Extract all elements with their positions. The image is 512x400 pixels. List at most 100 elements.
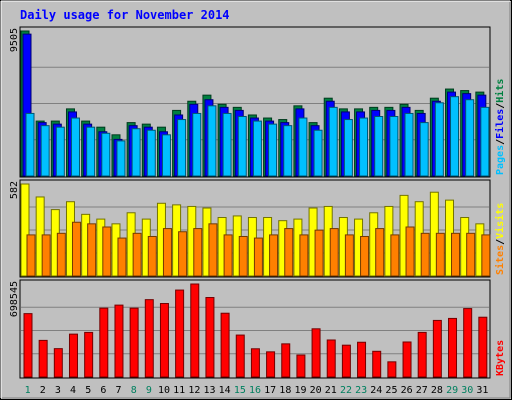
bar-sites-day-29 [451,232,461,277]
bar-sites-day-27 [420,232,430,277]
x-tick-label: 12 [188,385,200,396]
x-tick-label: 20 [310,385,322,396]
legend-item: Hits [494,79,506,103]
x-tick-label: 25 [385,385,397,396]
bar-kbytes-day-2 [38,339,48,378]
x-tick-label: 28 [431,385,443,396]
panel-visits-sites: 582 Sites/Visits [9,179,506,278]
bar-kbytes-day-31 [478,316,488,378]
bar-sites-day-17 [269,234,279,277]
bar-kbytes-day-3 [53,348,63,378]
x-tick-label: 11 [173,385,185,396]
panel-kbytes: 698545 KBytes [9,279,506,379]
bar-pages-day-12 [192,112,202,177]
bar-kbytes-day-30 [463,308,473,378]
x-tick-label: 24 [370,385,382,396]
x-tick-label: 23 [355,385,367,396]
bar-kbytes-day-25 [387,361,397,378]
x-tick-label: 27 [416,385,428,396]
bar-pages-day-19 [298,117,308,177]
x-tick-label: 3 [55,385,61,396]
bar-pages-day-4 [70,117,80,177]
bar-sites-day-25 [390,234,400,277]
x-tick-label: 30 [461,385,473,396]
x-tick-label: 16 [249,385,261,396]
bar-kbytes-day-1 [23,313,33,378]
legend-item: Files [494,109,506,139]
x-tick-label: 9 [146,385,152,396]
x-axis-labels: 1 2 3 4 5 6 7 8 9 10 11 12 13 14 15 16 17 18 19 20 21 22 23 24 2… [25,385,489,396]
bar-pages-day-13 [207,105,217,177]
bar-pages-day-20 [313,129,323,177]
x-tick-label: 10 [158,385,170,396]
legend-item: / [495,139,506,145]
bar-pages-day-25 [389,116,399,177]
bar-pages-day-11 [177,119,187,177]
bar-sites-day-10 [162,228,172,277]
bar-sites-day-12 [193,228,203,277]
bar-pages-day-2 [40,125,50,177]
bar-pages-day-10 [161,134,171,177]
bar-sites-day-14 [223,234,233,277]
bar-sites-day-11 [178,231,188,277]
x-tick-label: 13 [203,385,215,396]
bar-sites-day-20 [314,229,324,277]
bar-kbytes-day-10 [159,303,169,378]
bar-kbytes-day-5 [84,331,94,378]
x-tick-label: 19 [294,385,306,396]
panel-legend: Pages/Files/Hits [494,79,506,175]
bar-pages-day-9 [146,129,156,177]
bar-pages-day-15 [237,116,247,177]
bar-kbytes-day-21 [326,339,336,378]
bar-kbytes-day-24 [372,350,382,378]
bar-sites-day-4 [71,221,81,277]
bar-kbytes-day-12 [190,283,200,378]
bar-kbytes-day-13 [205,297,215,378]
bar-kbytes-day-19 [296,354,306,378]
chart-panels: 9505Pages/Files/Hits582Sites/Visits69854… [9,26,506,379]
bar-sites-day-28 [435,232,445,277]
bar-sites-day-23 [360,235,370,277]
bar-sites-day-18 [284,228,294,277]
bar-sites-day-24 [375,228,385,277]
bar-pages-day-27 [419,122,429,177]
panel-legend: Sites/Visits [494,203,506,275]
bar-kbytes-day-28 [432,319,442,378]
x-tick-label: 1 [25,385,31,396]
bar-pages-day-21 [328,106,338,177]
bar-kbytes-day-14 [220,312,230,378]
bar-kbytes-day-16 [250,348,260,378]
bar-kbytes-day-7 [114,304,124,378]
bar-sites-day-31 [481,234,491,277]
bar-sites-day-26 [405,226,415,277]
bar-kbytes-day-26 [402,341,412,378]
bar-sites-day-6 [102,226,112,277]
x-tick-label: 26 [401,385,413,396]
bar-sites-day-13 [208,223,218,277]
bar-pages-day-6 [101,132,111,177]
y-max-label: 698545 [9,281,20,317]
x-tick-label: 8 [131,385,137,396]
bar-kbytes-day-23 [357,341,367,378]
bar-pages-day-17 [268,123,278,177]
bar-pages-day-14 [222,112,232,177]
x-tick-label: 17 [264,385,276,396]
bar-kbytes-day-29 [448,317,458,378]
bar-sites-day-1 [26,234,36,277]
bar-pages-day-8 [131,128,141,177]
legend-item: Pages [495,145,506,175]
bar-pages-day-7 [116,140,126,177]
bar-pages-day-1 [25,112,35,177]
bar-kbytes-day-27 [417,331,427,378]
y-max-label: 9505 [9,28,20,52]
panel-legend: KBytes [495,340,506,376]
x-tick-label: 15 [234,385,246,396]
bar-pages-day-5 [86,126,96,177]
bar-sites-day-7 [117,237,127,277]
y-max-label: 582 [9,181,20,199]
legend-item: / [495,103,506,109]
bar-pages-day-30 [465,99,475,177]
legend-item: / [495,239,506,245]
